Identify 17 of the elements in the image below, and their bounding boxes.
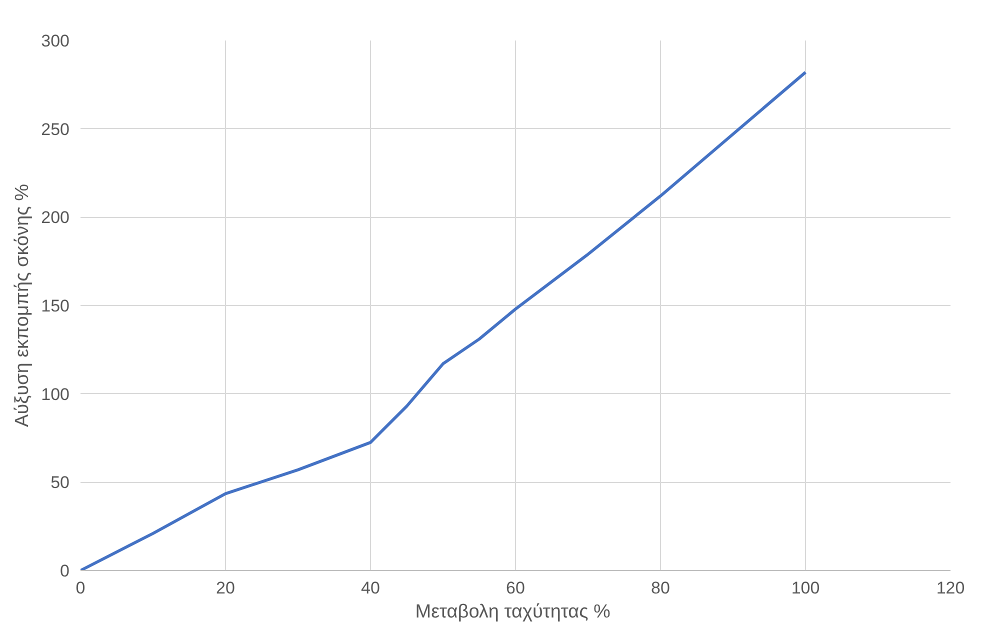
line-series xyxy=(80,70,807,570)
y-tick-label: 100 xyxy=(41,384,70,404)
y-tick-label: 150 xyxy=(41,296,70,316)
x-tick-label: 0 xyxy=(76,578,86,598)
y-tick-label: 200 xyxy=(41,208,70,228)
y-tick-label: 250 xyxy=(41,120,70,139)
x-tick-label: 40 xyxy=(361,578,380,598)
y-tick-label: 0 xyxy=(60,562,70,580)
x-axis-title: Μεταβολη ταχύτητας % xyxy=(415,602,611,622)
x-tick-label: 120 xyxy=(936,578,965,598)
y-tick-label: 50 xyxy=(50,473,70,492)
x-tick-label: 100 xyxy=(791,578,820,598)
x-tick-label: 60 xyxy=(506,578,525,598)
x-tick-label: 20 xyxy=(216,578,235,598)
x-tick-label: 80 xyxy=(651,578,670,598)
y-tick-label: 300 xyxy=(41,32,70,50)
y-axis-title: Αύξυση εκπομπής σκόνης % xyxy=(12,184,34,427)
